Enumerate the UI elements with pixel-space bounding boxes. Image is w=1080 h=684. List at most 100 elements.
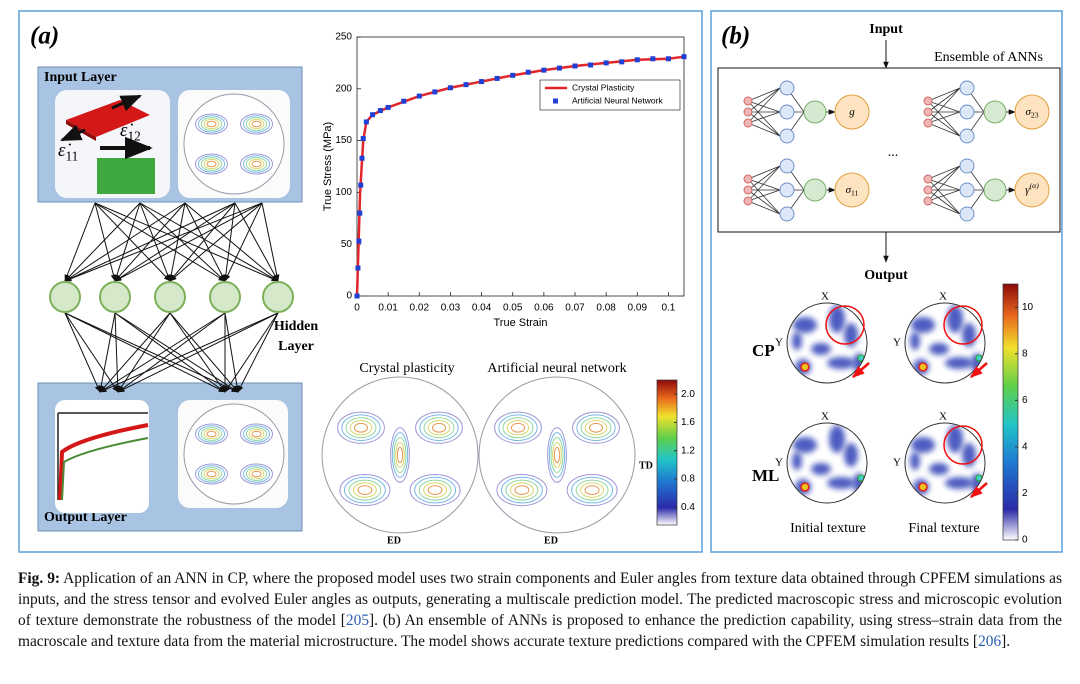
contour bbox=[200, 467, 223, 481]
symbol: g bbox=[849, 106, 855, 118]
pole-figure bbox=[321, 376, 479, 534]
marker bbox=[401, 98, 407, 104]
texture-peak bbox=[918, 362, 928, 372]
legend-label: Crystal Plasticity bbox=[572, 82, 635, 92]
connection bbox=[117, 312, 171, 393]
contour bbox=[245, 467, 268, 481]
citation[interactable]: 205 bbox=[345, 612, 370, 629]
colorbar-tick-label: 4 bbox=[1022, 442, 1028, 453]
net-edge bbox=[927, 189, 961, 202]
input-node bbox=[743, 174, 753, 184]
x-tick-label: 0.07 bbox=[565, 303, 585, 314]
pole-axis-label: Y bbox=[775, 457, 783, 469]
marker bbox=[447, 85, 453, 91]
contour bbox=[245, 157, 268, 171]
contour bbox=[500, 476, 543, 504]
ed-label: ED bbox=[544, 535, 558, 546]
net-edge bbox=[747, 87, 781, 102]
texture-blob bbox=[911, 437, 935, 453]
contour bbox=[506, 420, 530, 436]
marker bbox=[634, 57, 640, 63]
contour bbox=[206, 160, 217, 168]
caption-text: ]. bbox=[1001, 633, 1011, 650]
connection bbox=[168, 202, 186, 282]
connection bbox=[184, 202, 226, 282]
connection bbox=[114, 312, 239, 393]
panel-label: (b) bbox=[721, 23, 750, 50]
connection bbox=[99, 312, 171, 393]
pole-axis-label: Y bbox=[893, 457, 901, 469]
output-label: Output bbox=[864, 268, 908, 283]
pole-outline bbox=[786, 302, 868, 384]
colorbar bbox=[656, 379, 678, 526]
contour bbox=[496, 474, 548, 507]
contour bbox=[349, 420, 373, 436]
texture-blob bbox=[910, 452, 920, 470]
y-tick-label: 50 bbox=[341, 239, 353, 250]
marker bbox=[432, 89, 438, 95]
row-label: CP bbox=[752, 341, 775, 360]
contour bbox=[390, 427, 410, 483]
net-edge bbox=[747, 178, 781, 191]
symbol-label: γ(α) bbox=[1025, 181, 1039, 196]
output-node bbox=[834, 94, 870, 130]
texture-blob bbox=[827, 357, 855, 369]
connection bbox=[94, 202, 171, 282]
marker bbox=[681, 54, 687, 60]
connection bbox=[234, 202, 279, 282]
texture-blob bbox=[793, 317, 817, 333]
colorbar-tick-label: 10 bbox=[1022, 302, 1034, 313]
x-tick-label: 0.09 bbox=[628, 303, 648, 314]
subscript: 23 bbox=[1031, 110, 1039, 119]
contour bbox=[588, 422, 604, 433]
superscript: (α) bbox=[1030, 181, 1040, 190]
connection bbox=[224, 312, 240, 393]
input-label: Input bbox=[869, 22, 903, 37]
texture-blob bbox=[945, 477, 973, 489]
contour bbox=[248, 158, 265, 170]
input-node bbox=[743, 185, 753, 195]
pole-axis-label: X bbox=[939, 291, 947, 303]
marker bbox=[494, 75, 500, 81]
connection bbox=[237, 312, 279, 393]
contour bbox=[197, 425, 226, 443]
column-label: Final texture bbox=[908, 521, 979, 536]
hidden-node bbox=[779, 128, 795, 144]
panel-b-frame bbox=[710, 10, 1063, 553]
symbol-label: σ11 bbox=[846, 184, 859, 198]
highlight bbox=[825, 305, 865, 345]
ed-label: ED bbox=[387, 535, 401, 546]
texture-blob bbox=[945, 357, 973, 369]
x-tick-label: 0.08 bbox=[596, 303, 616, 314]
marker bbox=[463, 82, 469, 88]
x-tick-label: 0.04 bbox=[472, 303, 492, 314]
hidden-node bbox=[779, 80, 795, 96]
contour bbox=[242, 425, 271, 443]
contour bbox=[550, 437, 564, 473]
texture-peak bbox=[800, 482, 810, 492]
net-edge bbox=[747, 100, 781, 113]
contour bbox=[197, 115, 226, 133]
citation[interactable]: 206 bbox=[978, 633, 1002, 650]
contour bbox=[195, 423, 228, 445]
texture-peak bbox=[800, 362, 810, 372]
caption: Fig. 9: Application of an ANN in CP, whe… bbox=[18, 568, 1062, 652]
ensemble-box bbox=[717, 67, 1061, 233]
marker bbox=[370, 112, 376, 118]
hidden-node bbox=[959, 182, 975, 198]
caption-text: ]. (b) An ensemble of ANNs is proposed t… bbox=[18, 612, 1062, 650]
hidden-node bbox=[779, 158, 795, 174]
net-edge bbox=[927, 100, 961, 137]
net-edge bbox=[747, 122, 781, 137]
legend-label: Artificial Neural Network bbox=[572, 95, 663, 105]
marker bbox=[479, 79, 485, 85]
contour bbox=[242, 115, 271, 133]
net-edge bbox=[747, 178, 781, 215]
net-edge bbox=[927, 165, 961, 202]
texture-blob bbox=[829, 425, 845, 453]
connection bbox=[139, 202, 226, 282]
contour bbox=[339, 474, 391, 507]
hidden-node bbox=[99, 281, 131, 313]
contour bbox=[580, 482, 605, 498]
contour bbox=[427, 420, 451, 436]
